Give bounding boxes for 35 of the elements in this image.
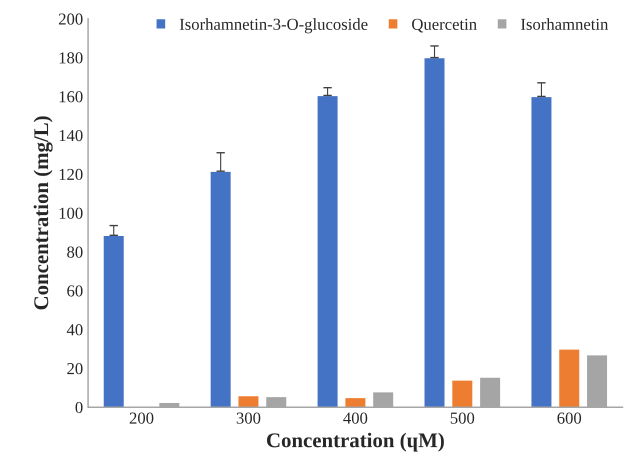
- x-tick-label: 200: [130, 412, 154, 424]
- legend-label: Quercetin: [412, 18, 477, 32]
- y-tick-label: 140: [60, 130, 83, 142]
- bar: [558, 348, 581, 408]
- bar: [102, 234, 126, 408]
- y-tick-label: 180: [60, 52, 83, 64]
- bar: [530, 96, 553, 408]
- y-tick-label: 200: [58, 13, 83, 25]
- y-tick-label: 120: [60, 168, 83, 180]
- legend-label: Isorhamnetin: [521, 18, 608, 30]
- x-tick-label: 600: [557, 412, 582, 424]
- y-tick-label: 0: [76, 402, 83, 414]
- y-tick-label: 60: [67, 285, 83, 297]
- bar: [586, 354, 608, 408]
- y-tick-label: 40: [66, 324, 83, 336]
- bar: [264, 396, 288, 408]
- bar: [209, 170, 232, 408]
- y-axis-title: Concentration (mg/L): [34, 116, 53, 310]
- y-tick-label: 160: [60, 91, 83, 102]
- x-tick-label: 400: [343, 412, 368, 424]
- bar: [158, 402, 181, 408]
- bar: [478, 376, 502, 408]
- bar: [423, 56, 446, 408]
- y-tick-label: 20: [67, 363, 83, 374]
- bar: [316, 94, 339, 408]
- x-axis-title: Concentration (ɥM): [267, 432, 444, 452]
- x-tick-label: 300: [236, 412, 260, 424]
- bar: [237, 394, 260, 408]
- bar: [450, 379, 474, 408]
- bar: [372, 390, 395, 408]
- bar: [344, 396, 367, 408]
- y-tick-label: 80: [67, 246, 83, 258]
- x-tick-label: 500: [450, 412, 474, 424]
- y-tick-label: 100: [60, 208, 83, 219]
- legend-label: Isorhamnetin-3-O-glucoside: [180, 18, 368, 34]
